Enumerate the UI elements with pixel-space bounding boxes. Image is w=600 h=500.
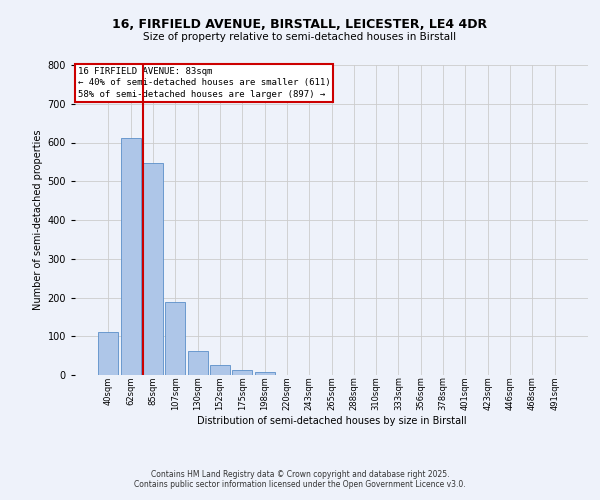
Text: 16, FIRFIELD AVENUE, BIRSTALL, LEICESTER, LE4 4DR: 16, FIRFIELD AVENUE, BIRSTALL, LEICESTER… bbox=[112, 18, 488, 30]
Text: Contains HM Land Registry data © Crown copyright and database right 2025.
Contai: Contains HM Land Registry data © Crown c… bbox=[134, 470, 466, 489]
Bar bbox=[121, 138, 141, 375]
Bar bbox=[254, 372, 275, 375]
Bar bbox=[98, 332, 118, 375]
Text: 16 FIRFIELD AVENUE: 83sqm
← 40% of semi-detached houses are smaller (611)
58% of: 16 FIRFIELD AVENUE: 83sqm ← 40% of semi-… bbox=[77, 66, 330, 99]
Bar bbox=[210, 366, 230, 375]
Y-axis label: Number of semi-detached properties: Number of semi-detached properties bbox=[34, 130, 43, 310]
X-axis label: Distribution of semi-detached houses by size in Birstall: Distribution of semi-detached houses by … bbox=[197, 416, 466, 426]
Text: Size of property relative to semi-detached houses in Birstall: Size of property relative to semi-detach… bbox=[143, 32, 457, 42]
Bar bbox=[188, 351, 208, 375]
Bar bbox=[165, 302, 185, 375]
Bar bbox=[232, 370, 252, 375]
Bar bbox=[143, 162, 163, 375]
